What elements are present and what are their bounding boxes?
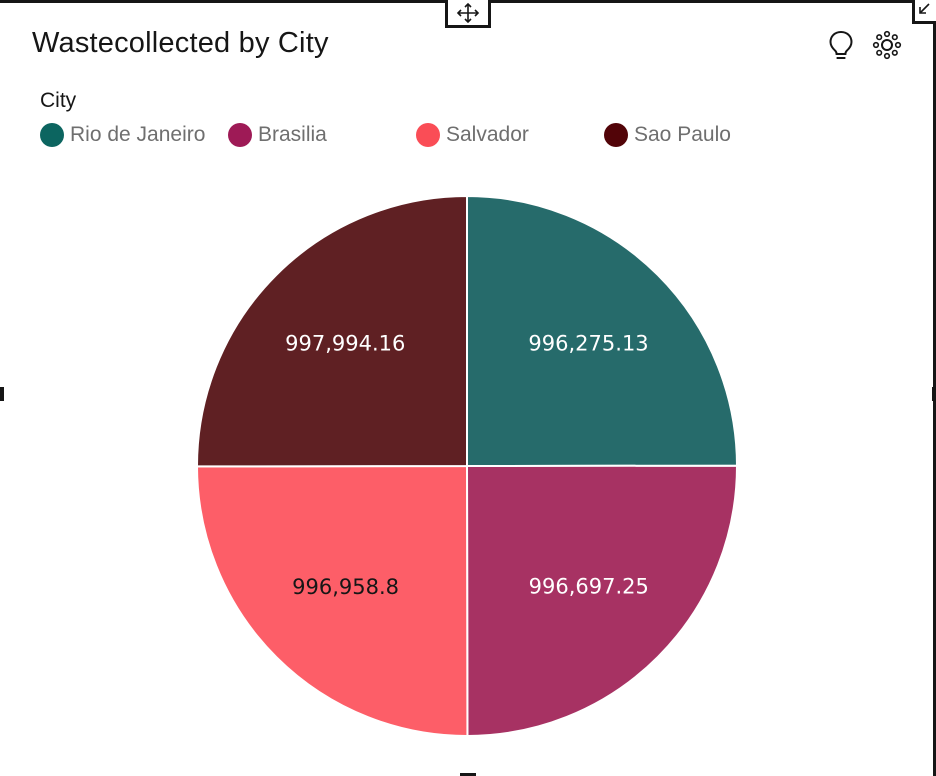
slice-value-label: 996,697.25 <box>529 574 649 598</box>
pie-slice-sao-paulo[interactable] <box>195 194 468 468</box>
legend-swatch <box>604 123 628 147</box>
move-icon[interactable] <box>445 0 491 28</box>
legend-swatch <box>228 123 252 147</box>
legend-label: Brasilia <box>258 123 327 146</box>
legend-label: Sao Paulo <box>634 123 731 146</box>
lightbulb-icon[interactable] <box>826 29 856 63</box>
resize-icon[interactable] <box>912 0 936 24</box>
resize-handle-bottom[interactable] <box>460 773 476 776</box>
legend-item-brasilia[interactable]: Brasilia <box>228 121 327 149</box>
slice-value-label: 996,958.8 <box>292 575 399 599</box>
resize-handle-left[interactable] <box>0 387 4 401</box>
pie-slice-brasilia[interactable] <box>465 464 739 738</box>
legend-title: City <box>40 89 77 112</box>
settings-icon[interactable] <box>870 29 902 63</box>
pie-slice-rio-de-janeiro[interactable] <box>466 194 739 468</box>
legend-item-rio-de-janeiro[interactable]: Rio de Janeiro <box>40 121 205 149</box>
pie-slice-salvador[interactable] <box>195 464 469 738</box>
legend-label: Rio de Janeiro <box>70 123 206 146</box>
legend-label: Salvador <box>446 123 529 146</box>
legend-item-salvador[interactable]: Salvador <box>416 121 529 149</box>
legend-swatch <box>40 123 64 147</box>
slice-value-label: 997,994.16 <box>285 331 405 355</box>
legend-swatch <box>416 123 440 147</box>
legend-item-sao-paulo[interactable]: Sao Paulo <box>604 121 731 149</box>
chart-title: Wastecollected by City <box>32 27 329 59</box>
resize-handle-right[interactable] <box>932 387 936 401</box>
slice-value-label: 996,275.13 <box>528 331 648 355</box>
pie-chart: 996,275.13 996,697.25 996,958.8 997,994.16 <box>195 194 739 738</box>
